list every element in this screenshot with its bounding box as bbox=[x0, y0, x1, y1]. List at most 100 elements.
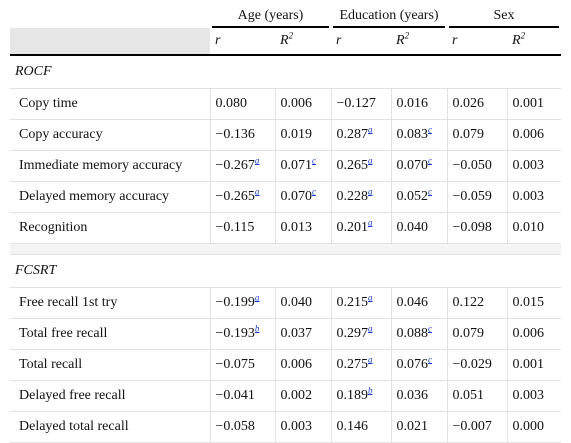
value-cell: −0.115 bbox=[210, 212, 276, 244]
cell-value: 0.146 bbox=[336, 419, 369, 434]
value-cell: 0.001 bbox=[507, 349, 561, 381]
value-cell: 0.006 bbox=[275, 88, 332, 120]
header-stat-cell: R2 bbox=[275, 28, 331, 56]
cell-value: −0.050 bbox=[452, 158, 492, 173]
footnote-link[interactable]: c bbox=[428, 186, 432, 197]
table-row: Copy time 0.080 0.006 −0.127 0.016 0.026 0.001 bbox=[10, 88, 561, 120]
row-label: Delayed memory accuracy bbox=[10, 181, 211, 213]
cell-value: 0.021 bbox=[396, 419, 429, 434]
cell-value: −0.136 bbox=[215, 127, 255, 142]
cell-value: 0.016 bbox=[396, 96, 429, 111]
value-cell: −0.267a bbox=[210, 150, 276, 182]
footnote-link[interactable]: a bbox=[368, 217, 373, 228]
cell-value: −0.267 bbox=[215, 158, 255, 173]
value-cell: 0.052c bbox=[391, 181, 448, 213]
value-cell: −0.265a bbox=[210, 181, 276, 213]
footnote-link[interactable]: a bbox=[368, 323, 373, 334]
footnote-link[interactable]: a bbox=[254, 186, 260, 197]
value-cell: 0.079 bbox=[447, 318, 508, 350]
cell-value: 0.076 bbox=[396, 357, 429, 372]
cell-value: −0.029 bbox=[452, 357, 492, 372]
footnote-link[interactable]: c bbox=[312, 155, 316, 166]
header-group-sex: Sex bbox=[447, 6, 561, 28]
cell-value: 0.013 bbox=[280, 220, 313, 235]
value-cell: 0.006 bbox=[507, 318, 561, 350]
value-cell: 0.275a bbox=[331, 349, 392, 381]
value-cell: 0.051 bbox=[447, 380, 508, 412]
cell-value: 0.071 bbox=[280, 158, 313, 173]
header-group-label: Education (years) bbox=[333, 8, 445, 28]
row-label: Total free recall bbox=[10, 318, 211, 350]
value-cell: 0.215a bbox=[331, 287, 392, 319]
footnote-link[interactable]: b bbox=[254, 323, 260, 334]
footnote-link[interactable]: a bbox=[368, 186, 373, 197]
value-cell: 0.036 bbox=[391, 380, 448, 412]
value-cell: −0.058 bbox=[210, 411, 276, 443]
correlation-table-container: Age (years) Education (years) Sex r R2 r… bbox=[10, 6, 561, 443]
header-corner-top bbox=[10, 6, 210, 28]
footnote-link[interactable]: b bbox=[368, 385, 373, 396]
cell-value: −0.075 bbox=[215, 357, 255, 372]
footnote-link[interactable]: c bbox=[428, 124, 432, 135]
footnote-link[interactable]: c bbox=[312, 186, 316, 197]
cell-value: 0.003 bbox=[512, 158, 545, 173]
header-stat-cell: r bbox=[210, 28, 275, 56]
header-stat-cell: R2 bbox=[507, 28, 561, 56]
cell-value: −0.041 bbox=[215, 388, 255, 403]
value-cell: 0.228a bbox=[331, 181, 392, 213]
footnote-link[interactable]: a bbox=[368, 292, 373, 303]
footnote-link[interactable]: a bbox=[368, 155, 373, 166]
correlation-table: Age (years) Education (years) Sex r R2 r… bbox=[10, 6, 561, 443]
value-cell: 0.019 bbox=[275, 119, 332, 151]
header-stat-cell: r bbox=[331, 28, 391, 56]
value-cell: 0.040 bbox=[391, 212, 448, 244]
value-cell: 0.070c bbox=[275, 181, 332, 213]
cell-value: 0.003 bbox=[280, 419, 313, 434]
cell-value: 0.010 bbox=[512, 220, 545, 235]
value-cell: −0.029 bbox=[447, 349, 508, 381]
footnote-link[interactable]: c bbox=[428, 354, 432, 365]
cell-value: 0.215 bbox=[336, 295, 369, 310]
footnote-link[interactable]: c bbox=[428, 155, 432, 166]
value-cell: 0.070c bbox=[391, 150, 448, 182]
value-cell: 0.001 bbox=[507, 88, 561, 120]
value-cell: 0.189b bbox=[331, 380, 392, 412]
table-row: Free recall 1st try −0.199a 0.040 0.215a 0.0… bbox=[10, 287, 561, 319]
cell-value: 0.006 bbox=[280, 96, 313, 111]
table-row: Recognition −0.115 0.013 0.201a 0.040 −0.098 0… bbox=[10, 212, 561, 244]
cell-value: −0.193 bbox=[215, 326, 255, 341]
value-cell: 0.002 bbox=[275, 380, 332, 412]
value-cell: 0.088c bbox=[391, 318, 448, 350]
row-label: Free recall 1st try bbox=[10, 287, 211, 319]
cell-value: 0.070 bbox=[396, 158, 429, 173]
value-cell: 0.003 bbox=[275, 411, 332, 443]
footnote-link[interactable]: a bbox=[368, 354, 373, 365]
value-cell: −0.199a bbox=[210, 287, 276, 319]
cell-value: 0.006 bbox=[512, 326, 545, 341]
cell-value: 0.275 bbox=[336, 357, 369, 372]
value-cell: 0.021 bbox=[391, 411, 448, 443]
header-group-label: Sex bbox=[449, 8, 559, 28]
value-cell: 0.265a bbox=[331, 150, 392, 182]
spacer-cell bbox=[10, 243, 561, 255]
value-cell: −0.050 bbox=[447, 150, 508, 182]
footnote-link[interactable]: a bbox=[254, 292, 260, 303]
section-header-row: ROCF bbox=[10, 55, 561, 89]
header-group-label: Age (years) bbox=[212, 8, 329, 28]
cell-value: 0.201 bbox=[336, 220, 369, 235]
value-cell: 0.003 bbox=[507, 150, 561, 182]
value-cell: 0.016 bbox=[391, 88, 448, 120]
table-row: Delayed memory accuracy −0.265a 0.070c 0.22… bbox=[10, 181, 561, 213]
value-cell: 0.040 bbox=[275, 287, 332, 319]
cell-value: 0.122 bbox=[452, 295, 485, 310]
cell-value: 0.265 bbox=[336, 158, 369, 173]
value-cell: 0.010 bbox=[507, 212, 561, 244]
row-label: Delayed total recall bbox=[10, 411, 211, 443]
footnote-link[interactable]: a bbox=[254, 155, 260, 166]
cell-value: 0.083 bbox=[396, 127, 429, 142]
header-stat-cell: r bbox=[447, 28, 507, 56]
section-header-row: FCSRT bbox=[10, 254, 561, 288]
table-row: Total recall −0.075 0.006 0.275a 0.076c −0.02… bbox=[10, 349, 561, 381]
footnote-link[interactable]: a bbox=[368, 124, 373, 135]
footnote-link[interactable]: c bbox=[428, 323, 432, 334]
